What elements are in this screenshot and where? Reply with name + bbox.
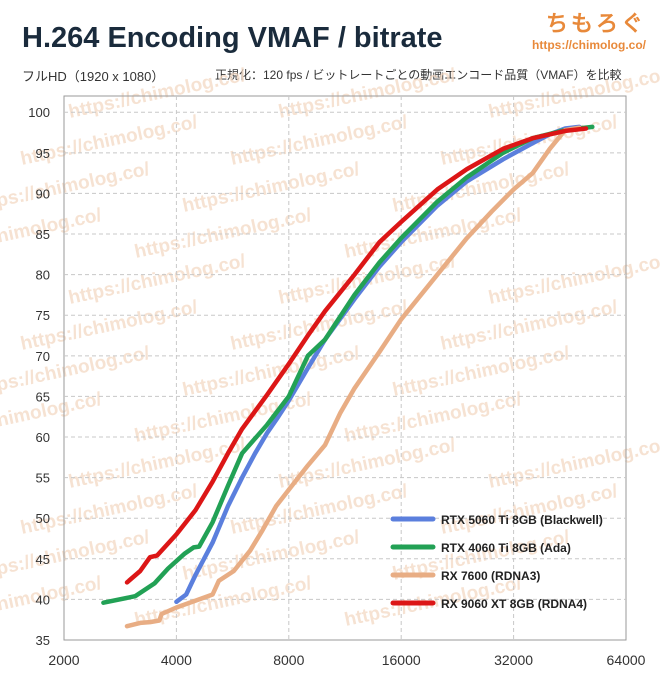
x-tick-label: 4000 (161, 652, 192, 668)
y-tick-label: 70 (36, 349, 50, 364)
watermark-text: https://chimolog.co/ (19, 112, 201, 170)
watermark-text: https://chimolog.co/ (487, 435, 660, 493)
series-line-3 (124, 125, 582, 629)
y-tick-label: 100 (28, 105, 50, 120)
series-line-2 (101, 124, 595, 605)
legend-label: RX 9060 XT 8GB (RDNA4) (441, 597, 587, 611)
y-tick-label: 85 (36, 227, 50, 242)
watermark-text: https://chimolog.co/ (391, 343, 573, 401)
watermark-text: https://chimolog.co/ (487, 251, 660, 309)
axis-layer: 35 40 45 50 55 60 65 70 75 80 85 90 95 100 2000 4000 800… (28, 105, 645, 668)
watermark-text: https://chimolog.co/ (0, 573, 104, 631)
resolution-subtitle: フルHD（1920 x 1080） (22, 69, 165, 84)
legend-label: RX 7600 (RDNA3) (441, 569, 540, 583)
watermark-text: https://chimolog.co/ (19, 297, 201, 355)
y-tick-label: 95 (36, 146, 50, 161)
y-tick-label: 55 (36, 471, 50, 486)
y-tick-label: 35 (36, 633, 50, 648)
brand-logo: ちもろぐ https://chimolog.co/ (532, 6, 646, 52)
watermark-text: https://chimolog.co/ (67, 65, 249, 123)
method-subtitle: 正規化：120 fps / ビットレートごとの動画エンコード品質（VMAF）を比… (215, 68, 622, 82)
watermark-text: https://chimolog.co/ (277, 435, 459, 493)
y-tick-label: 90 (36, 186, 50, 201)
x-tick-label: 32000 (494, 652, 533, 668)
y-tick-label: 50 (36, 511, 50, 526)
y-tick-label: 80 (36, 268, 50, 283)
watermark-text: https://chimolog.co/ (229, 112, 411, 170)
legend-label: RTX 5060 Ti 8GB (Blackwell) (441, 513, 603, 527)
y-tick-label: 65 (36, 389, 50, 404)
y-tick-label: 45 (36, 552, 50, 567)
watermark-text: https://chimolog.co/ (439, 481, 621, 539)
watermark-text: https://chimolog.co/ (181, 159, 363, 217)
legend: RTX 5060 Ti 8GB (Blackwell) RTX 4060 Ti 8… (390, 513, 603, 611)
series-line-4 (124, 126, 589, 585)
series-layer (101, 124, 595, 629)
y-tick-label: 40 (36, 592, 50, 607)
chart-title: H.264 Encoding VMAF / bitrate (22, 22, 443, 54)
watermark-text: https://chimolog.co/ (0, 389, 104, 447)
legend-label: RTX 4060 Ti 8GB (Ada) (441, 541, 571, 555)
x-tick-label: 2000 (48, 652, 79, 668)
watermark-text: https://chimolog.co/ (229, 481, 411, 539)
y-tick-label: 75 (36, 308, 50, 323)
watermark-text: https://chimolog.co/ (439, 297, 621, 355)
plot-frame (63, 95, 627, 641)
series-line-1 (174, 124, 582, 605)
x-tick-label: 16000 (382, 652, 421, 668)
watermark-text: https://chimolog.co/ (487, 65, 660, 123)
x-tick-label: 64000 (607, 652, 646, 668)
x-tick-label: 8000 (273, 652, 304, 668)
y-tick-label: 60 (36, 430, 50, 445)
watermark-text: https://chimolog.co/ (277, 65, 459, 123)
brand-name: ちもろぐ (545, 11, 646, 36)
grid-layer (63, 95, 627, 641)
watermark-text: https://chimolog.co/ (67, 251, 249, 309)
brand-url: https://chimolog.co/ (532, 38, 646, 52)
watermark-text: https://chimolog.co/ (19, 481, 201, 539)
